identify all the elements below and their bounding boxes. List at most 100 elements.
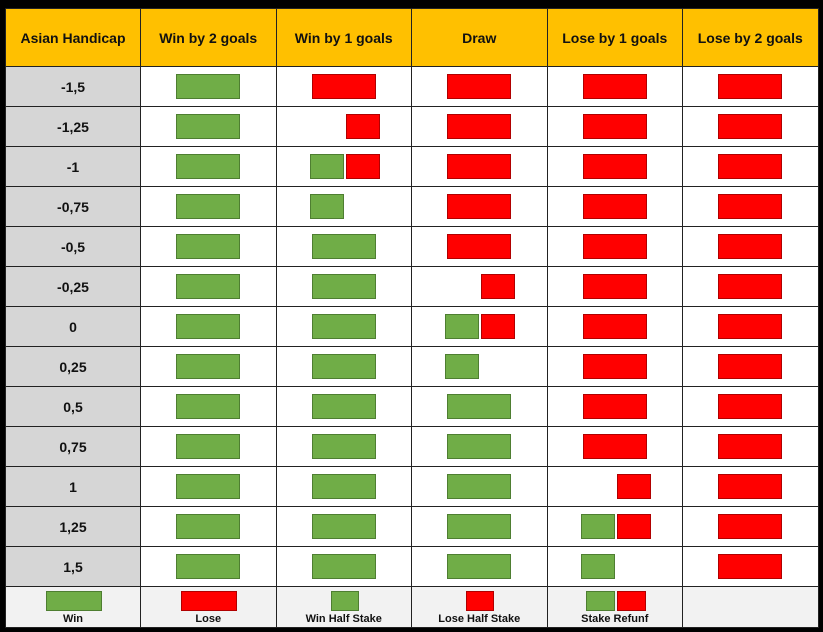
- lose-half-bar: [616, 474, 651, 499]
- outcome-cell: [411, 546, 548, 587]
- asian-handicap-table: Asian Handicap Win by 2 goals Win by 1 g…: [5, 8, 819, 628]
- legend-row: Win Lose Win Half Stake Lose Half Stake Stak…: [5, 586, 819, 628]
- lose-half-bar: [345, 114, 380, 139]
- legend-win: Win: [5, 586, 141, 628]
- lose-bar: [718, 274, 782, 299]
- table-row: 0: [5, 306, 819, 347]
- handicap-value: -1,25: [5, 106, 141, 147]
- table-row: 0,25: [5, 346, 819, 387]
- outcome-cell: [546, 106, 683, 147]
- table-row: -1: [5, 146, 819, 187]
- outcome-cell: [411, 266, 548, 307]
- legend-refund-win-swatch: [585, 591, 615, 611]
- legend-refund-lose-swatch: [616, 591, 646, 611]
- win-bar: [176, 74, 240, 99]
- legend-lose-half: Lose Half Stake: [411, 586, 548, 628]
- outcome-cell: [682, 466, 819, 507]
- legend-lose-swatch: [181, 591, 237, 611]
- win-bar: [176, 154, 240, 179]
- win-bar: [176, 234, 240, 259]
- outcome-cell: [411, 346, 548, 387]
- outcome-cell: [546, 186, 683, 227]
- lose-bar: [582, 314, 647, 339]
- legend-label: Lose: [195, 613, 222, 625]
- lose-bar: [718, 194, 782, 219]
- legend-lose: Lose: [140, 586, 277, 628]
- win-bar: [311, 434, 376, 459]
- win-bar: [311, 274, 376, 299]
- lose-bar: [447, 234, 511, 259]
- handicap-table-container: Asian Handicap Win by 2 goals Win by 1 g…: [5, 8, 819, 628]
- lose-bar: [718, 154, 782, 179]
- win-bar: [311, 314, 376, 339]
- outcome-cell: [546, 226, 683, 267]
- header-lose-by-2: Lose by 2 goals: [682, 8, 819, 67]
- win-half-bar: [445, 354, 479, 379]
- outcome-cell: [140, 506, 277, 547]
- win-bar: [176, 194, 240, 219]
- legend-lose-half-swatch: [466, 591, 494, 611]
- lose-bar: [447, 74, 511, 99]
- outcome-cell: [682, 66, 819, 107]
- legend-win-half: Win Half Stake: [275, 586, 412, 628]
- lose-bar: [447, 114, 511, 139]
- win-bar: [447, 554, 511, 579]
- outcome-cell: [546, 426, 683, 467]
- lose-bar: [582, 274, 647, 299]
- outcome-cell: [546, 306, 683, 347]
- table-row: 1: [5, 466, 819, 507]
- win-bar: [447, 514, 511, 539]
- lose-bar: [718, 554, 782, 579]
- outcome-cell: [682, 506, 819, 547]
- outcome-cell: [140, 306, 277, 347]
- outcome-cell: [411, 426, 548, 467]
- win-bar: [176, 114, 240, 139]
- outcome-cell: [140, 66, 277, 107]
- win-bar: [447, 434, 511, 459]
- lose-bar: [582, 234, 647, 259]
- lose-bar: [582, 114, 647, 139]
- table-row: -0,75: [5, 186, 819, 227]
- lose-bar: [718, 474, 782, 499]
- outcome-cell: [140, 186, 277, 227]
- header-lose-by-1: Lose by 1 goals: [546, 8, 683, 67]
- outcome-cell: [682, 186, 819, 227]
- lose-bar: [582, 74, 647, 99]
- outcome-cell: [682, 546, 819, 587]
- table-row: 1,5: [5, 546, 819, 587]
- win-bar: [311, 554, 376, 579]
- outcome-cell: [411, 306, 548, 347]
- header-row: Asian Handicap Win by 2 goals Win by 1 g…: [5, 8, 819, 67]
- win-bar: [447, 394, 511, 419]
- table-row: -1,25: [5, 106, 819, 147]
- refund-lose-half-bar: [616, 514, 651, 539]
- outcome-cell: [411, 466, 548, 507]
- lose-bar: [718, 114, 782, 139]
- outcome-cell: [546, 66, 683, 107]
- outcome-cell: [546, 146, 683, 187]
- win-bar: [176, 514, 240, 539]
- outcome-cell: [140, 386, 277, 427]
- lose-bar: [447, 154, 511, 179]
- outcome-cell: [140, 466, 277, 507]
- outcome-cell: [140, 546, 277, 587]
- win-half-bar: [580, 554, 615, 579]
- lose-bar: [582, 394, 647, 419]
- outcome-cell: [140, 146, 277, 187]
- handicap-value: 0,75: [5, 426, 141, 467]
- outcome-cell: [546, 466, 683, 507]
- outcome-cell: [682, 386, 819, 427]
- outcome-cell: [275, 106, 412, 147]
- outcome-cell: [682, 106, 819, 147]
- lose-bar: [718, 74, 782, 99]
- win-bar: [176, 434, 240, 459]
- table-row: 1,25: [5, 506, 819, 547]
- legend-empty: [682, 586, 819, 628]
- win-bar: [176, 394, 240, 419]
- lose-bar: [311, 74, 376, 99]
- handicap-value: 0,25: [5, 346, 141, 387]
- outcome-cell: [546, 386, 683, 427]
- outcome-cell: [682, 266, 819, 307]
- outcome-cell: [275, 306, 412, 347]
- outcome-cell: [275, 546, 412, 587]
